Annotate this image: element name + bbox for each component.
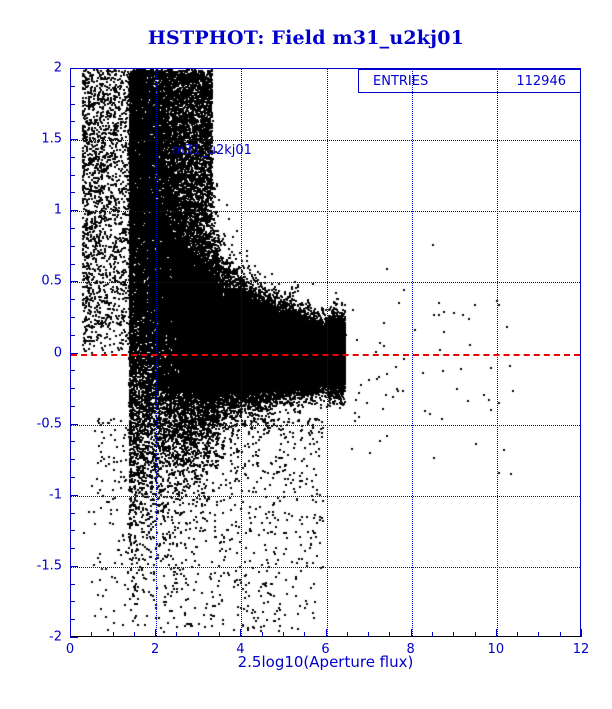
gridline-horizontal [71, 496, 580, 497]
x-tick-label: 4 [236, 642, 245, 657]
y-axis-label-wrapper: 2.5log10(PSF flux/Aperture flux) [2, 68, 24, 637]
page-title: HSTPHOT: Field m31_u2kj01 [147, 27, 465, 49]
y-tick-minor [70, 406, 75, 407]
x-tick-minor [304, 632, 305, 637]
y-tick-minor [70, 175, 75, 176]
x-tick-major [496, 629, 497, 637]
y-tick-major [70, 566, 78, 567]
gridline-horizontal [71, 567, 580, 568]
x-tick-label: 0 [65, 642, 75, 657]
y-tick-major [70, 637, 78, 638]
y-tick-label: 1 [53, 202, 62, 218]
y-tick-minor [70, 530, 75, 531]
y-tick-minor [70, 121, 75, 122]
x-tick-major [581, 629, 582, 637]
y-tick-label: -2 [49, 629, 62, 645]
stats-entries-value: 112946 [516, 73, 566, 89]
x-tick-minor [475, 632, 476, 637]
gridline-vertical [156, 69, 157, 636]
x-tick-minor [432, 632, 433, 637]
y-tick-minor [70, 86, 75, 87]
gridline-horizontal [71, 425, 580, 426]
x-tick-major [240, 629, 241, 637]
field-name-label: m31_u2kj01 [172, 143, 252, 158]
y-tick-label: -1 [49, 487, 62, 503]
y-tick-minor [70, 157, 75, 158]
y-tick-minor [70, 317, 75, 318]
y-tick-major [70, 353, 78, 354]
x-tick-minor [538, 632, 539, 637]
x-tick-minor [91, 632, 92, 637]
x-tick-minor [176, 632, 177, 637]
x-tick-major [411, 629, 412, 637]
x-tick-label: 2 [151, 642, 160, 657]
y-tick-major [70, 495, 78, 496]
stats-entries-label: ENTRIES [373, 73, 429, 89]
gridline-horizontal [71, 211, 580, 212]
y-tick-minor [70, 548, 75, 549]
x-tick-minor [219, 632, 220, 637]
x-tick-minor [134, 632, 135, 637]
x-tick-major [155, 629, 156, 637]
x-tick-minor [389, 632, 390, 637]
y-tick-minor [70, 584, 75, 585]
x-tick-minor [453, 632, 454, 637]
y-tick-label: 1.5 [41, 131, 62, 147]
y-tick-minor [70, 370, 75, 371]
x-tick-minor [198, 632, 199, 637]
x-tick-label: 12 [572, 642, 590, 657]
y-tick-minor [70, 601, 75, 602]
y-tick-major [70, 68, 78, 69]
y-tick-minor [70, 192, 75, 193]
x-tick-label: 8 [406, 642, 415, 657]
gridline-vertical [497, 69, 498, 636]
x-tick-major [70, 629, 71, 637]
x-tick-minor [517, 632, 518, 637]
scatter-plot-canvas [71, 69, 580, 636]
y-tick-minor [70, 441, 75, 442]
x-tick-minor [368, 632, 369, 637]
stats-box: ENTRIES 112946 [358, 69, 581, 93]
plot-area: m31_u2kj01 [70, 68, 581, 637]
y-tick-label: -1.5 [36, 558, 62, 574]
gridline-horizontal [71, 282, 580, 283]
x-tick-minor [113, 632, 114, 637]
gridline-vertical [412, 69, 413, 636]
y-tick-minor [70, 388, 75, 389]
y-tick-minor [70, 513, 75, 514]
gridline-horizontal [71, 140, 580, 141]
x-tick-label: 6 [321, 642, 330, 657]
x-tick-minor [347, 632, 348, 637]
x-tick-minor [283, 632, 284, 637]
y-tick-label: -0.5 [36, 416, 62, 432]
y-tick-major [70, 281, 78, 282]
zero-reference-line [71, 354, 580, 356]
y-tick-minor [70, 335, 75, 336]
y-tick-major [70, 424, 78, 425]
y-tick-minor [70, 264, 75, 265]
y-tick-minor [70, 619, 75, 620]
y-tick-minor [70, 228, 75, 229]
y-tick-minor [70, 299, 75, 300]
y-tick-minor [70, 104, 75, 105]
y-tick-minor [70, 246, 75, 247]
x-axis-label: 2.5log10(Aperture flux) [237, 653, 414, 671]
x-tick-major [326, 629, 327, 637]
y-axis-label: 2.5log10(PSF flux/Aperture flux) [2, 0, 24, 158]
x-tick-minor [262, 632, 263, 637]
gridline-vertical [327, 69, 328, 636]
y-tick-label: 2 [53, 60, 62, 76]
y-tick-minor [70, 477, 75, 478]
y-tick-major [70, 139, 78, 140]
x-tick-label: 10 [487, 642, 505, 657]
y-tick-label: 0.5 [41, 273, 62, 289]
y-tick-major [70, 210, 78, 211]
x-tick-minor [560, 632, 561, 637]
gridline-vertical [241, 69, 242, 636]
y-tick-minor [70, 459, 75, 460]
y-tick-label: 0 [53, 345, 62, 360]
